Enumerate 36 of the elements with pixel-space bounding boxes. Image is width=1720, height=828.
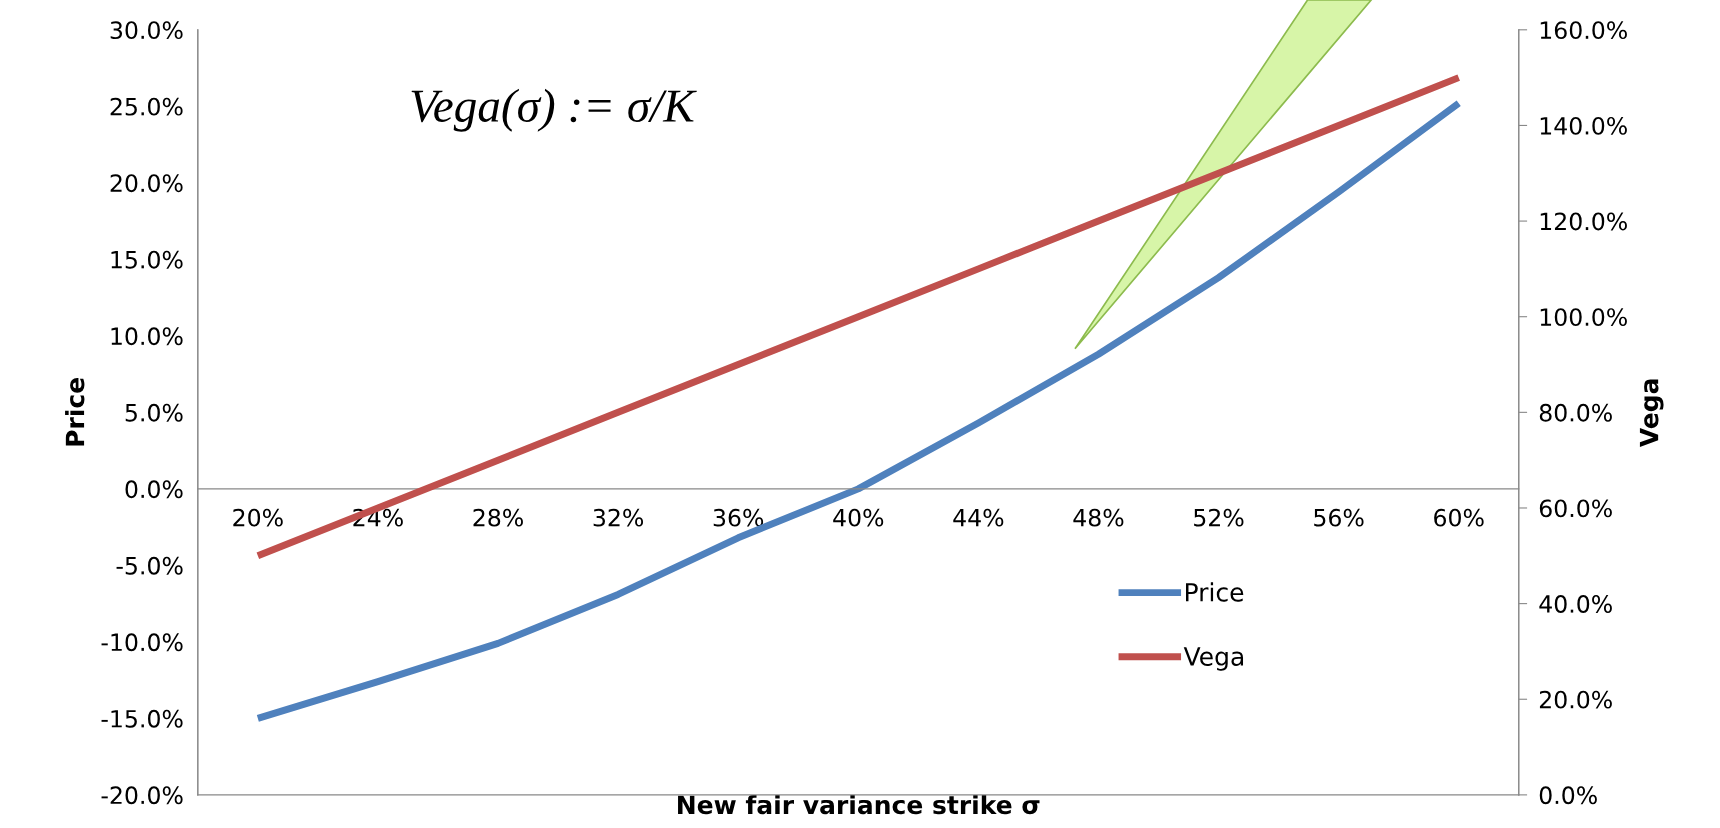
x-tick-label: 56% <box>1314 508 1364 527</box>
y2-tick-label: 140.0% <box>1540 116 1627 135</box>
x-tick-label: 40% <box>833 508 884 527</box>
y2-tick-label: 20.0% <box>1539 690 1612 709</box>
x-tick-label: 60% <box>1434 508 1484 527</box>
x-tick-label: 44% <box>953 508 1004 527</box>
x-tick-label: 36% <box>713 508 764 527</box>
y2-tick-label: 40.0% <box>1539 595 1612 613</box>
y-tick-label: -10.0% <box>101 633 183 652</box>
y2-tick-label: 120.0% <box>1540 212 1627 231</box>
y-tick-label: -15.0% <box>101 709 183 728</box>
y2-tick-label: 160.0% <box>1540 21 1627 40</box>
legend-label: Price <box>1186 582 1244 602</box>
y2-tick-label: 0.0% <box>1539 786 1597 805</box>
y-tick-label: 30.0% <box>110 21 183 40</box>
y2-tick-label: 80.0% <box>1539 403 1612 422</box>
x-axis-title: New fair variance strike σ <box>678 794 1040 815</box>
y-tick-label: -5.0% <box>116 556 183 575</box>
annotation: Vega(σ) := σ/K <box>411 88 697 132</box>
y-tick-label: -20.0% <box>101 786 183 805</box>
y2-axis-title: Vega <box>1639 379 1664 448</box>
y-tick-label: 0.0% <box>125 480 183 499</box>
y2-tick-label: 60.0% <box>1539 499 1612 518</box>
x-tick-label: 48% <box>1073 508 1124 527</box>
x-tick-label: 28% <box>473 508 523 527</box>
y2-tick-label: 100.0% <box>1540 308 1627 327</box>
y-tick-label: 25.0% <box>110 97 183 116</box>
x-tick-label: 20% <box>233 508 283 527</box>
legend-label: Vega <box>1183 647 1244 671</box>
y-tick-label: 20.0% <box>110 174 183 193</box>
y-tick-label: 15.0% <box>111 250 183 269</box>
y-tick-label: 5.0% <box>125 403 183 422</box>
y-axis-title: Price <box>65 378 85 446</box>
y-tick-label: 10.0% <box>111 327 183 346</box>
x-tick-label: 52% <box>1194 508 1244 527</box>
x-tick-label: 32% <box>593 508 644 527</box>
